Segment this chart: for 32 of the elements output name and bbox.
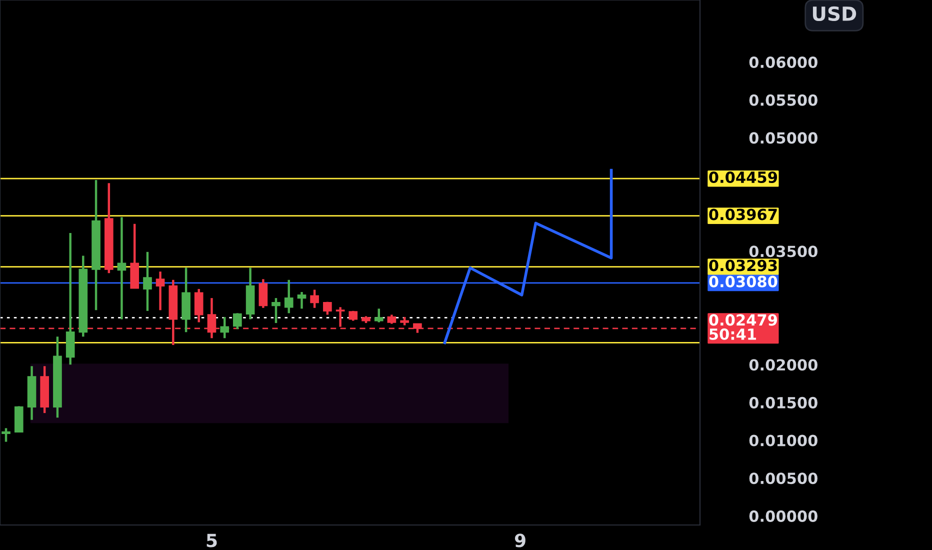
candlestick	[143, 250, 152, 312]
text: USD	[812, 6, 856, 22]
candlestick	[374, 308, 384, 324]
y-tick-label: 0.05500	[749, 94, 818, 106]
y-tick-label: 0.02000	[749, 359, 818, 371]
candlestick	[117, 216, 126, 320]
candlestick	[2, 427, 10, 443]
ref-line-label: 0.04459	[709, 171, 778, 184]
ref-line-label: 0.03293	[709, 260, 777, 272]
ref-line-label: 0.03967	[709, 208, 777, 220]
candlestick	[258, 278, 268, 309]
y-tick-label: 0.05000	[749, 132, 818, 144]
candlestick	[323, 300, 332, 316]
candlestick	[310, 288, 319, 309]
candlestick	[284, 278, 294, 314]
candlestick	[233, 312, 242, 330]
y-tick-label: 0.03500	[749, 246, 818, 258]
x-tick-label: 5	[206, 534, 217, 548]
candlestick	[194, 288, 204, 324]
candlestick	[272, 296, 280, 324]
x-tick-label: 9	[514, 534, 526, 548]
y-tick-label: 0.01500	[749, 396, 818, 408]
candlestick	[220, 316, 230, 340]
y-tick-label: 0.00500	[749, 472, 818, 484]
candlestick	[156, 270, 165, 312]
y-tick-label: 0.00000	[749, 510, 818, 522]
ref-line-label: 0.02479 50:41	[709, 314, 778, 340]
candlestick	[387, 314, 396, 325]
candlestick	[297, 290, 306, 310]
y-tick-label: 0.01000	[749, 434, 818, 446]
y-tick-label: 0.06000	[749, 56, 818, 68]
ref-line-label: 0.03080	[709, 276, 778, 288]
